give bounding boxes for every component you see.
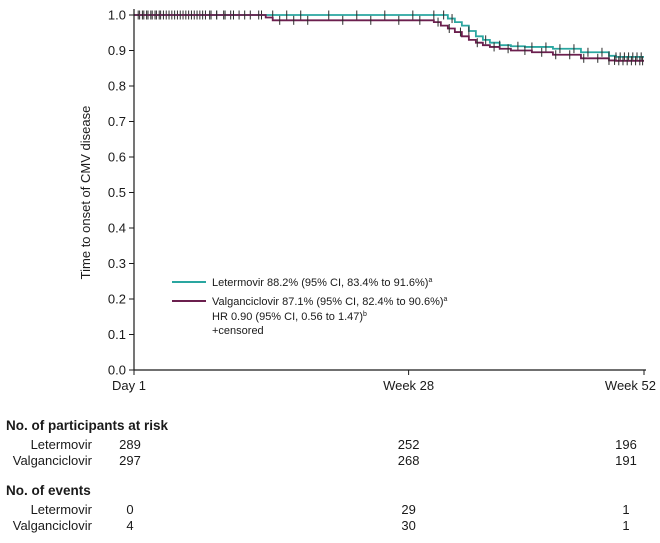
x-tick-label: Week 52 — [605, 378, 656, 393]
y-tick-label: 0.9 — [108, 43, 126, 58]
events-row-value: 1 — [622, 518, 630, 533]
annotation-1: +censored — [212, 325, 264, 337]
annotation-0: HR 0.90 (95% CI, 0.56 to 1.47)b — [212, 311, 367, 323]
at-risk-row-value: 268 — [397, 453, 420, 468]
series-line-0 — [134, 14, 644, 58]
y-tick-label: 0.3 — [108, 256, 126, 271]
at-risk-row-value: 252 — [397, 437, 420, 452]
y-tick-label: 0.8 — [108, 79, 126, 94]
events-row-value: 29 — [401, 502, 416, 517]
legend-entry-0: Letermovir 88.2% (95% CI, 83.4% to 91.6%… — [212, 277, 432, 289]
legend-entry-1: Valganciclovir 87.1% (95% CI, 82.4% to 9… — [212, 296, 448, 308]
events-row-value: 30 — [401, 518, 416, 533]
km-plot: 0.0 0.1 0.2 0.3 0.4 0.5 0.6 0.7 0.8 0.9 1.0 Day 1 We… — [78, 8, 656, 394]
series-line-1 — [134, 14, 644, 62]
y-tick-label: 0.4 — [108, 221, 126, 236]
y-tick-label: 0.0 — [108, 363, 126, 378]
y-axis-label: Time to onset of CMV disease — [78, 106, 93, 280]
events-row-label: Valganciclovir — [12, 518, 92, 533]
at-risk-row-label: Letermovir — [30, 437, 92, 452]
y-tick-label: 0.5 — [108, 185, 126, 200]
at-risk-row-label: Valganciclovir — [12, 453, 92, 468]
at-risk-row-value: 289 — [119, 437, 141, 452]
events-row-label: Letermovir — [30, 502, 92, 517]
x-tick-label: Week 28 — [383, 378, 434, 393]
at-risk-row-value: 191 — [615, 453, 637, 468]
events-row-value: 1 — [622, 502, 630, 517]
at-risk-row-value: 196 — [615, 437, 637, 452]
events-heading: No. of events — [6, 483, 91, 498]
at-risk-heading: No. of participants at risk — [6, 418, 169, 433]
x-tick-label: Day 1 — [112, 378, 146, 393]
legend: Letermovir 88.2% (95% CI, 83.4% to 91.6%… — [172, 277, 448, 337]
events-row-value: 0 — [126, 502, 134, 517]
at-risk-row-value: 297 — [119, 453, 141, 468]
y-tick-label: 0.1 — [108, 327, 126, 342]
y-tick-label: 0.6 — [108, 150, 126, 165]
y-tick-label: 0.7 — [108, 114, 126, 129]
events-row-value: 4 — [126, 518, 134, 533]
y-tick-label: 1.0 — [108, 8, 126, 23]
y-tick-label: 0.2 — [108, 292, 126, 307]
